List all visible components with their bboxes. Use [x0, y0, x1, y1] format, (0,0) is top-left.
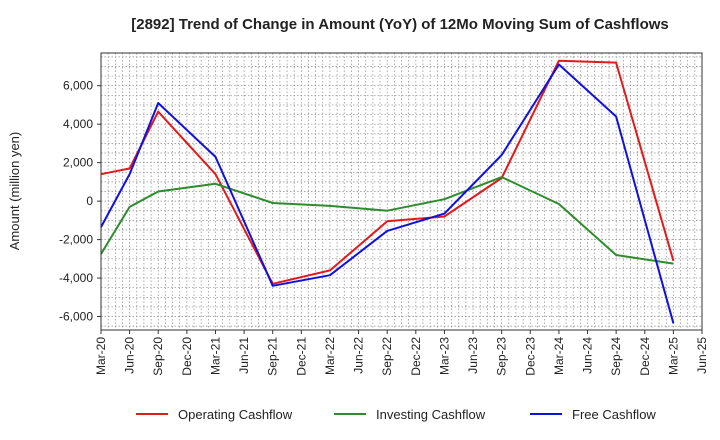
legend-label-investing-cashflow: Investing Cashflow	[376, 407, 486, 422]
x-tick-label: Sep-20	[151, 337, 165, 376]
grid-lines	[101, 53, 702, 330]
series-line-investing-cashflow	[100, 176, 674, 265]
x-tick-label: Dec-22	[409, 337, 423, 376]
x-tick-label: Dec-23	[523, 337, 537, 376]
y-tick-label: -6,000	[59, 310, 93, 324]
x-tick-label: Mar-25	[666, 337, 680, 375]
x-tick-label: Dec-24	[638, 337, 652, 376]
y-tick-label: -4,000	[59, 271, 93, 285]
legend-label-free-cashflow: Free Cashflow	[572, 407, 656, 422]
x-tick-label: Jun-23	[466, 337, 480, 374]
y-tick-label: 0	[86, 194, 93, 208]
y-tick-label: 4,000	[63, 117, 93, 131]
x-tick-label: Mar-20	[94, 337, 108, 375]
series-line-operating-cashflow	[100, 59, 675, 285]
x-tick-label: Jun-25	[695, 337, 709, 374]
x-tick-label: Jun-21	[237, 337, 251, 374]
plot-area-frame	[100, 52, 703, 331]
y-tick-label: 6,000	[63, 79, 93, 93]
x-tick-label: Dec-20	[180, 337, 194, 376]
legend: Operating Cashflow Investing Cashflow Free…	[136, 407, 656, 422]
x-tick-label: Dec-21	[294, 337, 308, 376]
series-line-free-cashflow	[100, 63, 675, 324]
x-tick-label: Sep-21	[266, 337, 280, 376]
y-axis-label: Amount (million yen)	[7, 132, 22, 251]
y-tick-label: 2,000	[63, 156, 93, 170]
y-tick-label: -2,000	[59, 233, 93, 247]
x-tick-label: Jun-20	[123, 337, 137, 374]
legend-label-operating-cashflow: Operating Cashflow	[178, 407, 293, 422]
x-tick-label: Sep-23	[495, 337, 509, 376]
x-tick-label: Mar-23	[437, 337, 451, 375]
x-tick-label: Sep-24	[609, 337, 623, 376]
x-tick-label: Mar-22	[323, 337, 337, 375]
y-axis-ticks: -6,000 -4,000 -2,000 0 2,000 4,000 6,000	[59, 79, 101, 324]
x-tick-label: Jun-24	[581, 337, 595, 374]
x-tick-label: Mar-24	[552, 337, 566, 375]
series-lines	[100, 59, 675, 324]
x-axis-ticks: Mar-20 Jun-20 Sep-20 Dec-20 Mar-21 Jun-21 Sep-…	[94, 330, 709, 376]
chart-title: [2892] Trend of Change in Amount (YoY) o…	[131, 16, 669, 33]
x-tick-label: Sep-22	[380, 337, 394, 376]
x-tick-label: Jun-22	[352, 337, 366, 374]
x-tick-label: Mar-21	[208, 337, 222, 375]
